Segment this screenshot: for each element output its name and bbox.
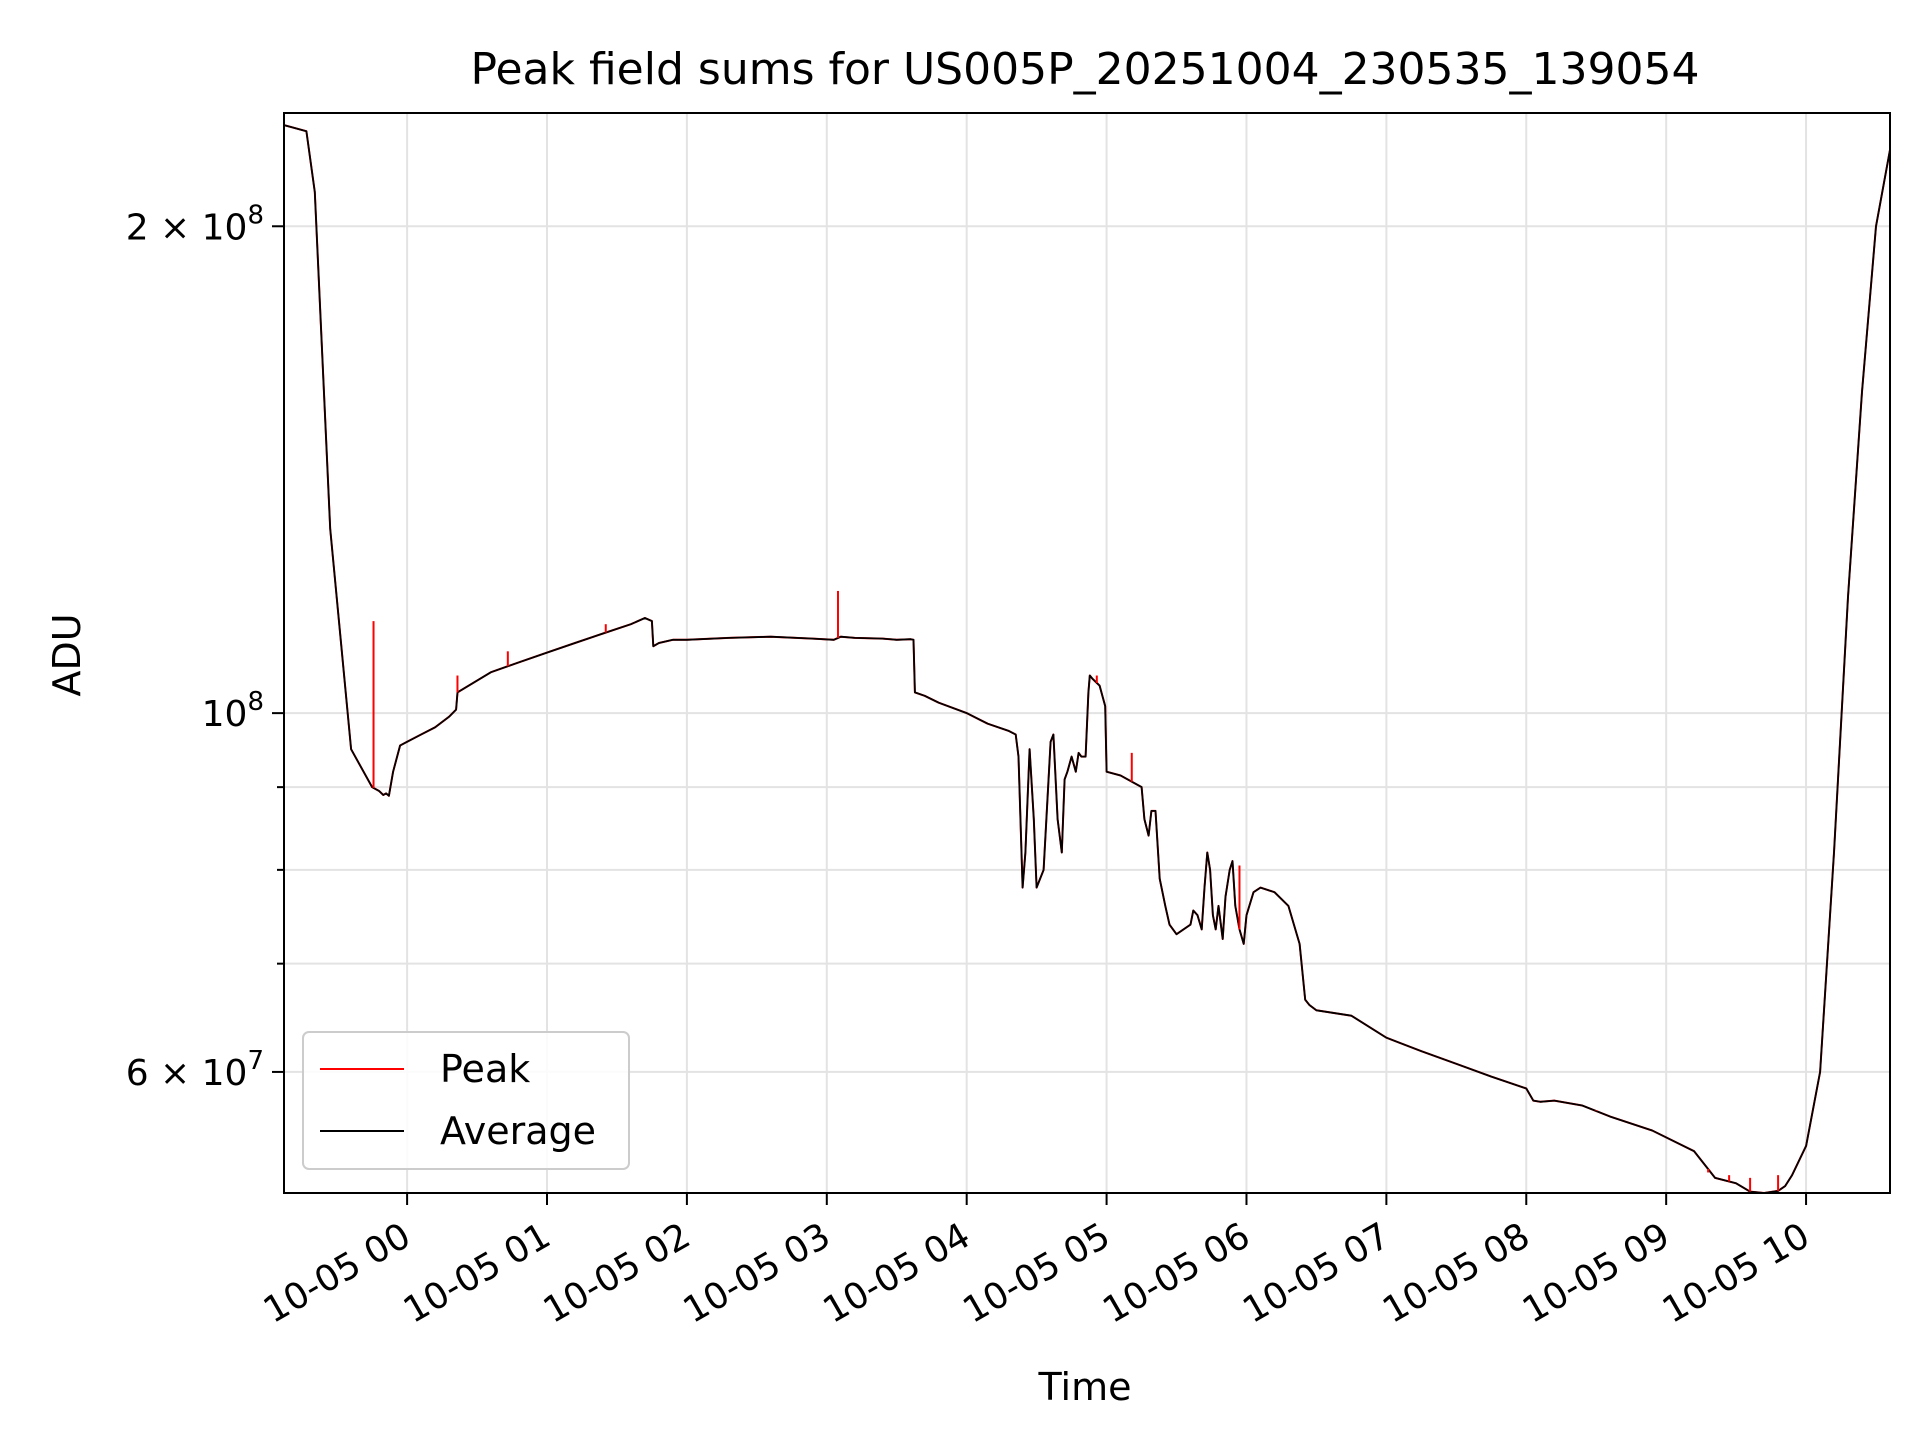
grid-lines [284,113,1890,1193]
y-tick-label: 108 [202,687,264,735]
plot-frame [283,112,1891,1194]
y-axis-label: ADU [45,613,89,696]
y-tick-label: 2 × 108 [126,200,264,248]
legend-average-label: Average [440,1109,596,1153]
x-axis-label: Time [1038,1365,1132,1409]
legend: Peak Average [302,1031,630,1170]
y-tick-label: 6 × 107 [126,1046,264,1094]
legend-peak-label: Peak [440,1047,530,1091]
legend-frame [302,1031,630,1170]
average-series-line [283,124,1891,1194]
chart-title: Peak field sums for US005P_20251004_2305… [471,44,1700,95]
series-lines [283,124,1891,1194]
